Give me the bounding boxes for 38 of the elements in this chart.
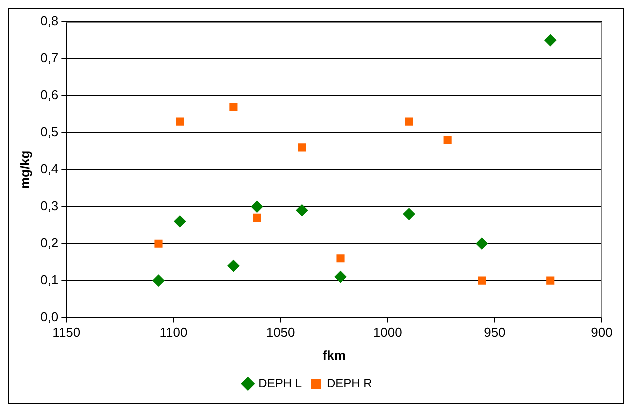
point <box>403 208 416 220</box>
y-tick-label: 0,4 <box>40 161 59 176</box>
y-tick-label: 0,1 <box>40 272 59 288</box>
point <box>478 276 486 285</box>
point <box>230 103 238 112</box>
point <box>544 34 557 46</box>
x-tick-label: 1150 <box>52 325 81 340</box>
x-axis-title: fkm <box>322 348 346 363</box>
x-tick-label: 950 <box>484 325 506 340</box>
point <box>154 240 163 248</box>
point <box>476 238 488 250</box>
point <box>251 200 264 213</box>
point <box>334 271 347 284</box>
point <box>296 204 308 217</box>
y-tick-label: 0,8 <box>40 14 59 29</box>
y-axis-title: mg/kg <box>17 150 32 190</box>
point <box>336 254 345 263</box>
point <box>444 136 452 144</box>
x-tick-label: 1100 <box>160 325 188 340</box>
point <box>174 216 186 228</box>
y-tick-label: 0,7 <box>40 50 59 66</box>
legend-label: DEPH L <box>258 376 302 390</box>
point <box>253 214 262 222</box>
point <box>298 144 306 152</box>
legend-label: DEPH R <box>327 376 373 390</box>
point <box>405 118 414 126</box>
y-tick-label: 0,6 <box>40 88 59 103</box>
y-tick-label: 0,5 <box>40 124 59 140</box>
y-tick-label: 0,2 <box>40 235 59 250</box>
point <box>176 118 184 126</box>
x-tick-label: 1000 <box>373 325 402 340</box>
x-tick-label: 1050 <box>266 325 296 340</box>
y-tick-label: 0,3 <box>40 198 59 214</box>
point <box>228 260 240 272</box>
y-tick-label: 0,0 <box>40 309 59 324</box>
x-tick-label: 900 <box>591 325 613 340</box>
point <box>546 276 555 285</box>
point <box>152 274 165 287</box>
